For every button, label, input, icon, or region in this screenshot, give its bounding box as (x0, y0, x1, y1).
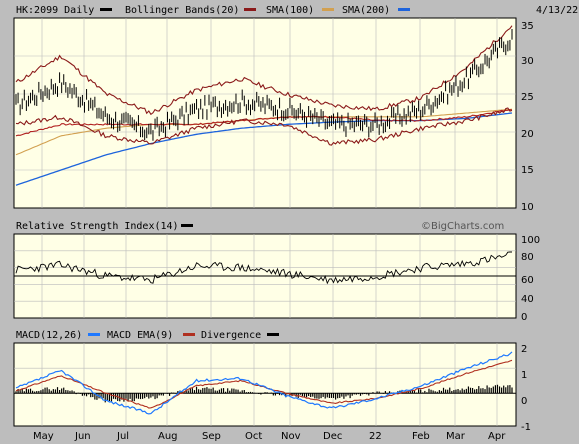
rsi-tick: 100 (521, 235, 540, 246)
month-label: May (33, 431, 54, 442)
month-label: Jun (74, 431, 91, 442)
macd-line (15, 351, 513, 415)
legend-swatch (267, 333, 279, 336)
month-label: 22 (369, 431, 382, 442)
price-tick: 20 (521, 129, 534, 140)
rsi-title: Relative Strength Index(14) (16, 221, 179, 232)
divergence-legend-label: Divergence (201, 330, 261, 341)
macd-tick: 2 (521, 344, 527, 355)
rsi-tick: 0 (521, 312, 527, 323)
legend-sma200: SMA(200) (342, 5, 390, 16)
legend-swatch (181, 224, 193, 227)
month-label: Apr (488, 431, 506, 442)
chart-date: 4/13/22 (536, 5, 578, 16)
month-label: Nov (281, 431, 301, 442)
macd-tick: 0 (521, 396, 527, 407)
legend-swatch (100, 8, 112, 11)
month-label: Sep (202, 431, 221, 442)
watermark: ©BigCharts.com (421, 221, 504, 232)
price-tick: 25 (521, 92, 534, 103)
macd-legend-label: MACD(12,26) (16, 330, 82, 341)
legend-bollinger: Bollinger Bands(20) (125, 5, 239, 16)
macd-ema-legend-label: MACD EMA(9) (107, 330, 173, 341)
month-label: Mar (446, 431, 466, 442)
legend-swatch (244, 8, 256, 11)
price-tick: 10 (521, 202, 534, 213)
rsi-tick: 60 (521, 275, 534, 286)
price-tick: 15 (521, 165, 534, 176)
price-title: HK:2099 Daily (16, 5, 94, 16)
legend-swatch (88, 333, 100, 336)
price-tick: 35 (521, 21, 534, 32)
month-label: Dec (323, 431, 342, 442)
rsi-tick: 80 (521, 252, 534, 263)
price-tick: 30 (521, 56, 534, 67)
legend-swatch (322, 8, 334, 11)
month-label: Jul (116, 431, 129, 442)
legend-swatch (183, 333, 195, 336)
rsi-tick: 40 (521, 294, 534, 305)
month-label: Oct (245, 431, 262, 442)
sma100-line (15, 109, 513, 137)
macd-tick: -1 (521, 422, 531, 433)
month-label: Feb (412, 431, 430, 442)
macd-tick: 1 (521, 370, 527, 381)
bollinger-upper-line (15, 25, 513, 116)
rsi-line (15, 251, 512, 285)
legend-sma100: SMA(100) (266, 5, 314, 16)
month-label: Aug (158, 431, 178, 442)
bollinger-lower-line (15, 107, 513, 146)
legend-swatch (398, 8, 410, 11)
